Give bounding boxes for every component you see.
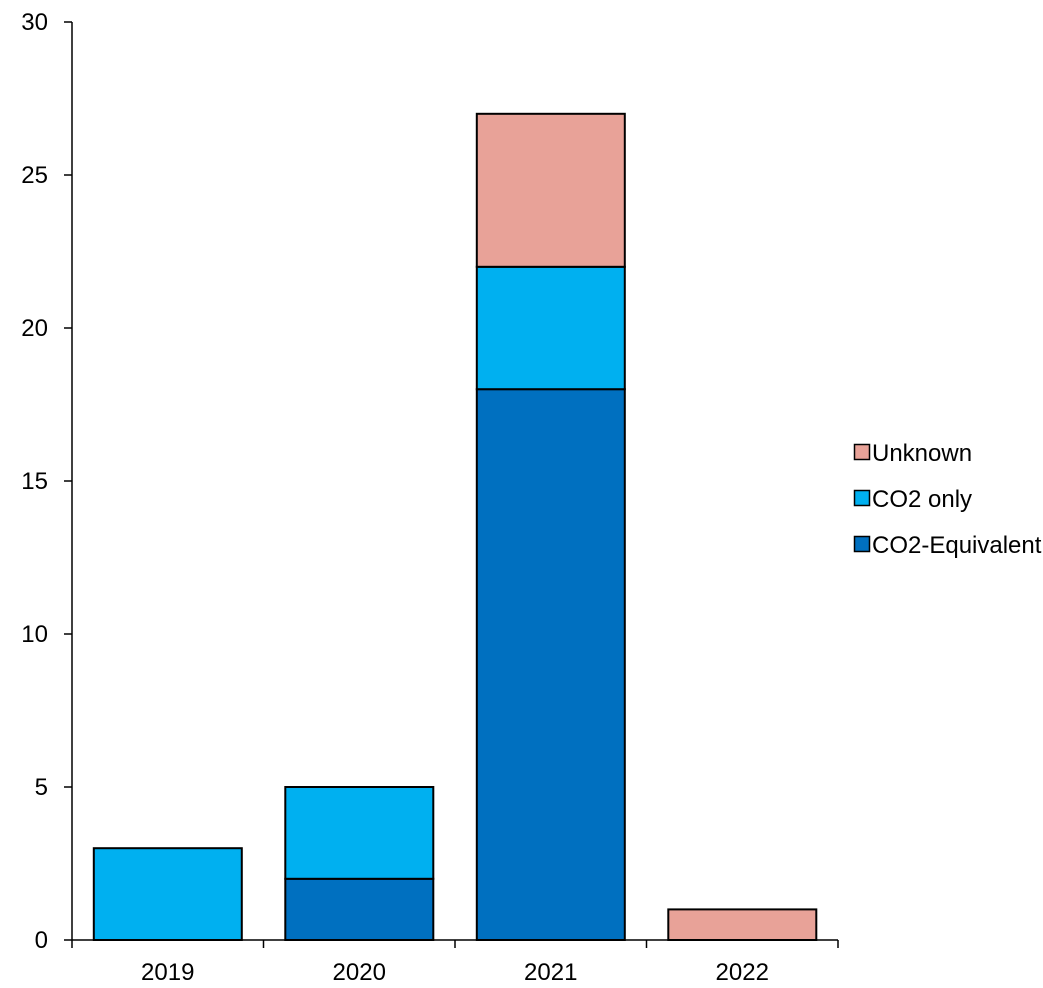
legend-label-co2-only: CO2 only: [872, 486, 972, 513]
legend-swatch-unknown: [853, 443, 871, 461]
bars-group: [92, 112, 818, 942]
x-tick-label: 2020: [333, 959, 386, 986]
legend-swatch-co2-only: [853, 489, 871, 507]
bar-2022-unknown: [667, 908, 818, 942]
x-tick-label: 2022: [716, 959, 769, 986]
legend: Unknown CO2 only CO2-Equivalent: [853, 440, 1042, 559]
y-tick-label: 10: [21, 621, 48, 648]
y-tick-label: 15: [21, 468, 48, 495]
axes-group: 0 5 10 15 20 25 30 2019 2020 2021 2022: [21, 9, 839, 986]
bar-2020-co2-only: [284, 786, 435, 880]
legend-label-unknown: Unknown: [872, 440, 972, 467]
bar-2021-unknown: [475, 112, 626, 268]
y-tick-label: 25: [21, 162, 48, 189]
bar-2021-co2-only: [475, 265, 626, 391]
bar-2021-co2-equivalent: [475, 388, 626, 941]
bar-2019-co2-only: [92, 847, 243, 942]
y-tick-label: 20: [21, 315, 48, 342]
x-tick-label: 2019: [141, 959, 194, 986]
bar-2020-co2-equivalent: [284, 877, 435, 941]
legend-label-co2-equivalent: CO2-Equivalent: [872, 532, 1042, 559]
y-tick-label: 0: [35, 927, 48, 954]
y-tick-label: 30: [21, 9, 48, 36]
x-tick-label: 2021: [524, 959, 577, 986]
y-tick-label: 5: [35, 774, 48, 801]
legend-swatch-co2-equivalent: [853, 535, 871, 553]
